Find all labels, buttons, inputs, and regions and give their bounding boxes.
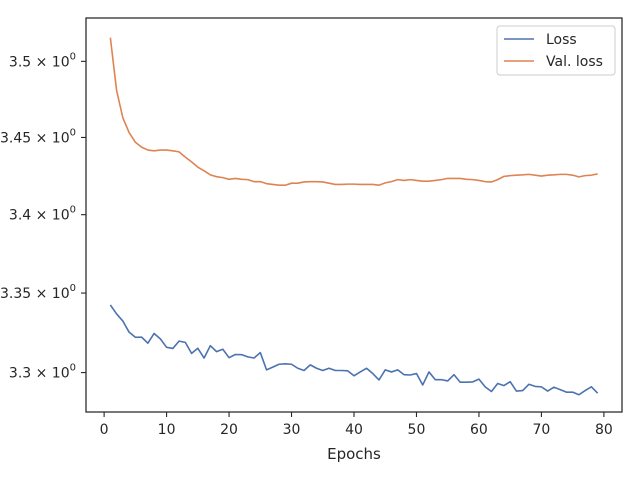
legend-label-loss: Loss xyxy=(546,32,577,48)
x-tick-label: 60 xyxy=(470,422,488,438)
x-tick-label: 70 xyxy=(532,422,550,438)
y-tick-label: 3.45 × 100 xyxy=(0,127,76,146)
y-axis: 3.3 × 100 3.35 × 100 3.4 × 100 3.45 × 100 3.… xyxy=(0,51,86,382)
series-line-val-loss xyxy=(109,37,598,186)
x-tick-label: 30 xyxy=(283,422,301,438)
series-line-loss xyxy=(109,304,599,396)
y-tick-label: 3.3 × 100 xyxy=(9,363,76,382)
legend: Loss Val. loss xyxy=(496,25,616,76)
legend-label-val-loss: Val. loss xyxy=(546,54,603,70)
y-tick-label: 3.5 × 100 xyxy=(9,51,76,70)
x-tick-label: 10 xyxy=(158,422,176,438)
y-tick-label: 3.4 × 100 xyxy=(9,205,76,224)
x-tick-label: 40 xyxy=(345,422,363,438)
x-tick-label: 0 xyxy=(100,422,109,438)
x-tick-label: 20 xyxy=(220,422,238,438)
series-layer xyxy=(109,37,599,396)
x-axis: 0 10 20 30 40 50 60 70 80 xyxy=(100,412,613,438)
x-tick-label: 50 xyxy=(408,422,426,438)
x-tick-label: 80 xyxy=(595,422,613,438)
y-tick-label: 3.35 × 100 xyxy=(0,283,76,302)
x-axis-label: Epochs xyxy=(327,445,381,463)
